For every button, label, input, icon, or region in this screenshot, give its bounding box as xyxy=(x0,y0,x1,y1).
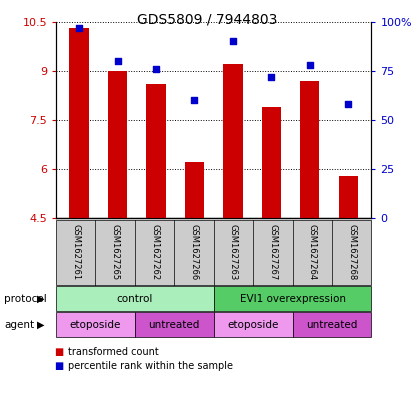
Text: ■: ■ xyxy=(54,361,63,371)
Bar xyxy=(69,28,89,218)
Text: etoposide: etoposide xyxy=(70,320,121,330)
Point xyxy=(191,97,198,103)
Text: EVI1 overexpression: EVI1 overexpression xyxy=(239,294,346,304)
Text: GSM1627268: GSM1627268 xyxy=(347,224,356,281)
Text: ▶: ▶ xyxy=(37,320,44,330)
Point xyxy=(345,101,352,107)
Text: GSM1627262: GSM1627262 xyxy=(150,224,159,281)
Bar xyxy=(339,176,358,218)
Text: GSM1627265: GSM1627265 xyxy=(111,224,120,281)
Text: GSM1627266: GSM1627266 xyxy=(190,224,198,281)
Point xyxy=(153,66,159,72)
Text: GSM1627261: GSM1627261 xyxy=(71,224,80,281)
Text: etoposide: etoposide xyxy=(227,320,279,330)
Text: untreated: untreated xyxy=(306,320,358,330)
Text: transformed count: transformed count xyxy=(68,347,159,357)
Text: GDS5809 / 7944803: GDS5809 / 7944803 xyxy=(137,13,278,27)
Text: percentile rank within the sample: percentile rank within the sample xyxy=(68,361,234,371)
Bar xyxy=(262,107,281,218)
Bar xyxy=(146,84,166,218)
Text: GSM1627264: GSM1627264 xyxy=(308,224,317,281)
Text: protocol: protocol xyxy=(4,294,47,304)
Point xyxy=(268,73,275,80)
Text: GSM1627267: GSM1627267 xyxy=(269,224,277,281)
Point xyxy=(229,38,236,44)
Text: ■: ■ xyxy=(54,347,63,357)
Bar xyxy=(185,162,204,218)
Text: ▶: ▶ xyxy=(37,294,44,304)
Text: agent: agent xyxy=(4,320,34,330)
Point xyxy=(76,24,83,31)
Point xyxy=(307,62,313,68)
Text: control: control xyxy=(117,294,153,304)
Text: untreated: untreated xyxy=(149,320,200,330)
Bar xyxy=(223,64,243,218)
Bar xyxy=(300,81,320,218)
Bar xyxy=(108,71,127,218)
Point xyxy=(114,58,121,64)
Text: GSM1627263: GSM1627263 xyxy=(229,224,238,281)
